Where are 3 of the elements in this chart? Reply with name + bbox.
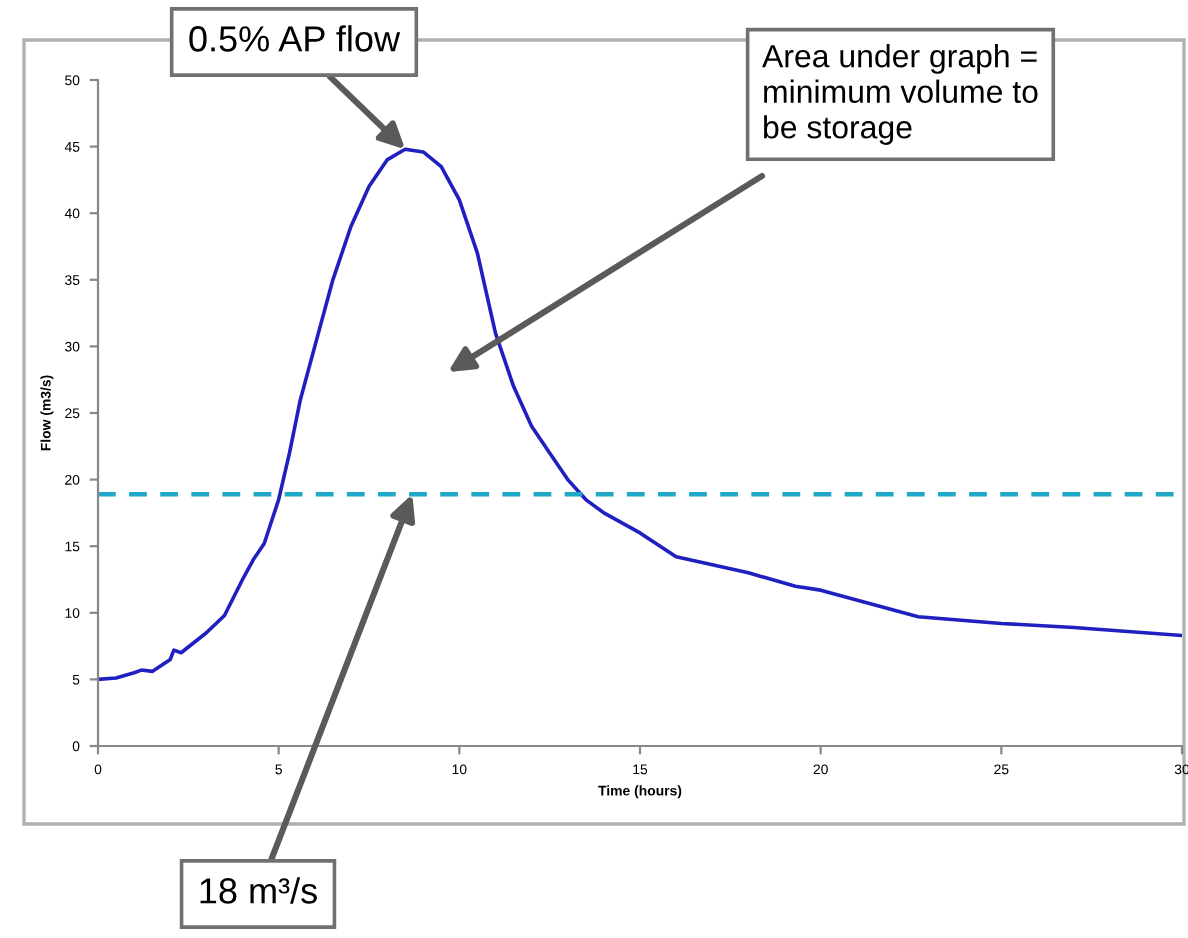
annotation: 18 m³/s: [200, 877, 317, 904]
annotation: Area under graph = minimum volume to be storage: [762, 44, 1038, 145]
annotation: 0.5% AP flow: [189, 25, 401, 52]
